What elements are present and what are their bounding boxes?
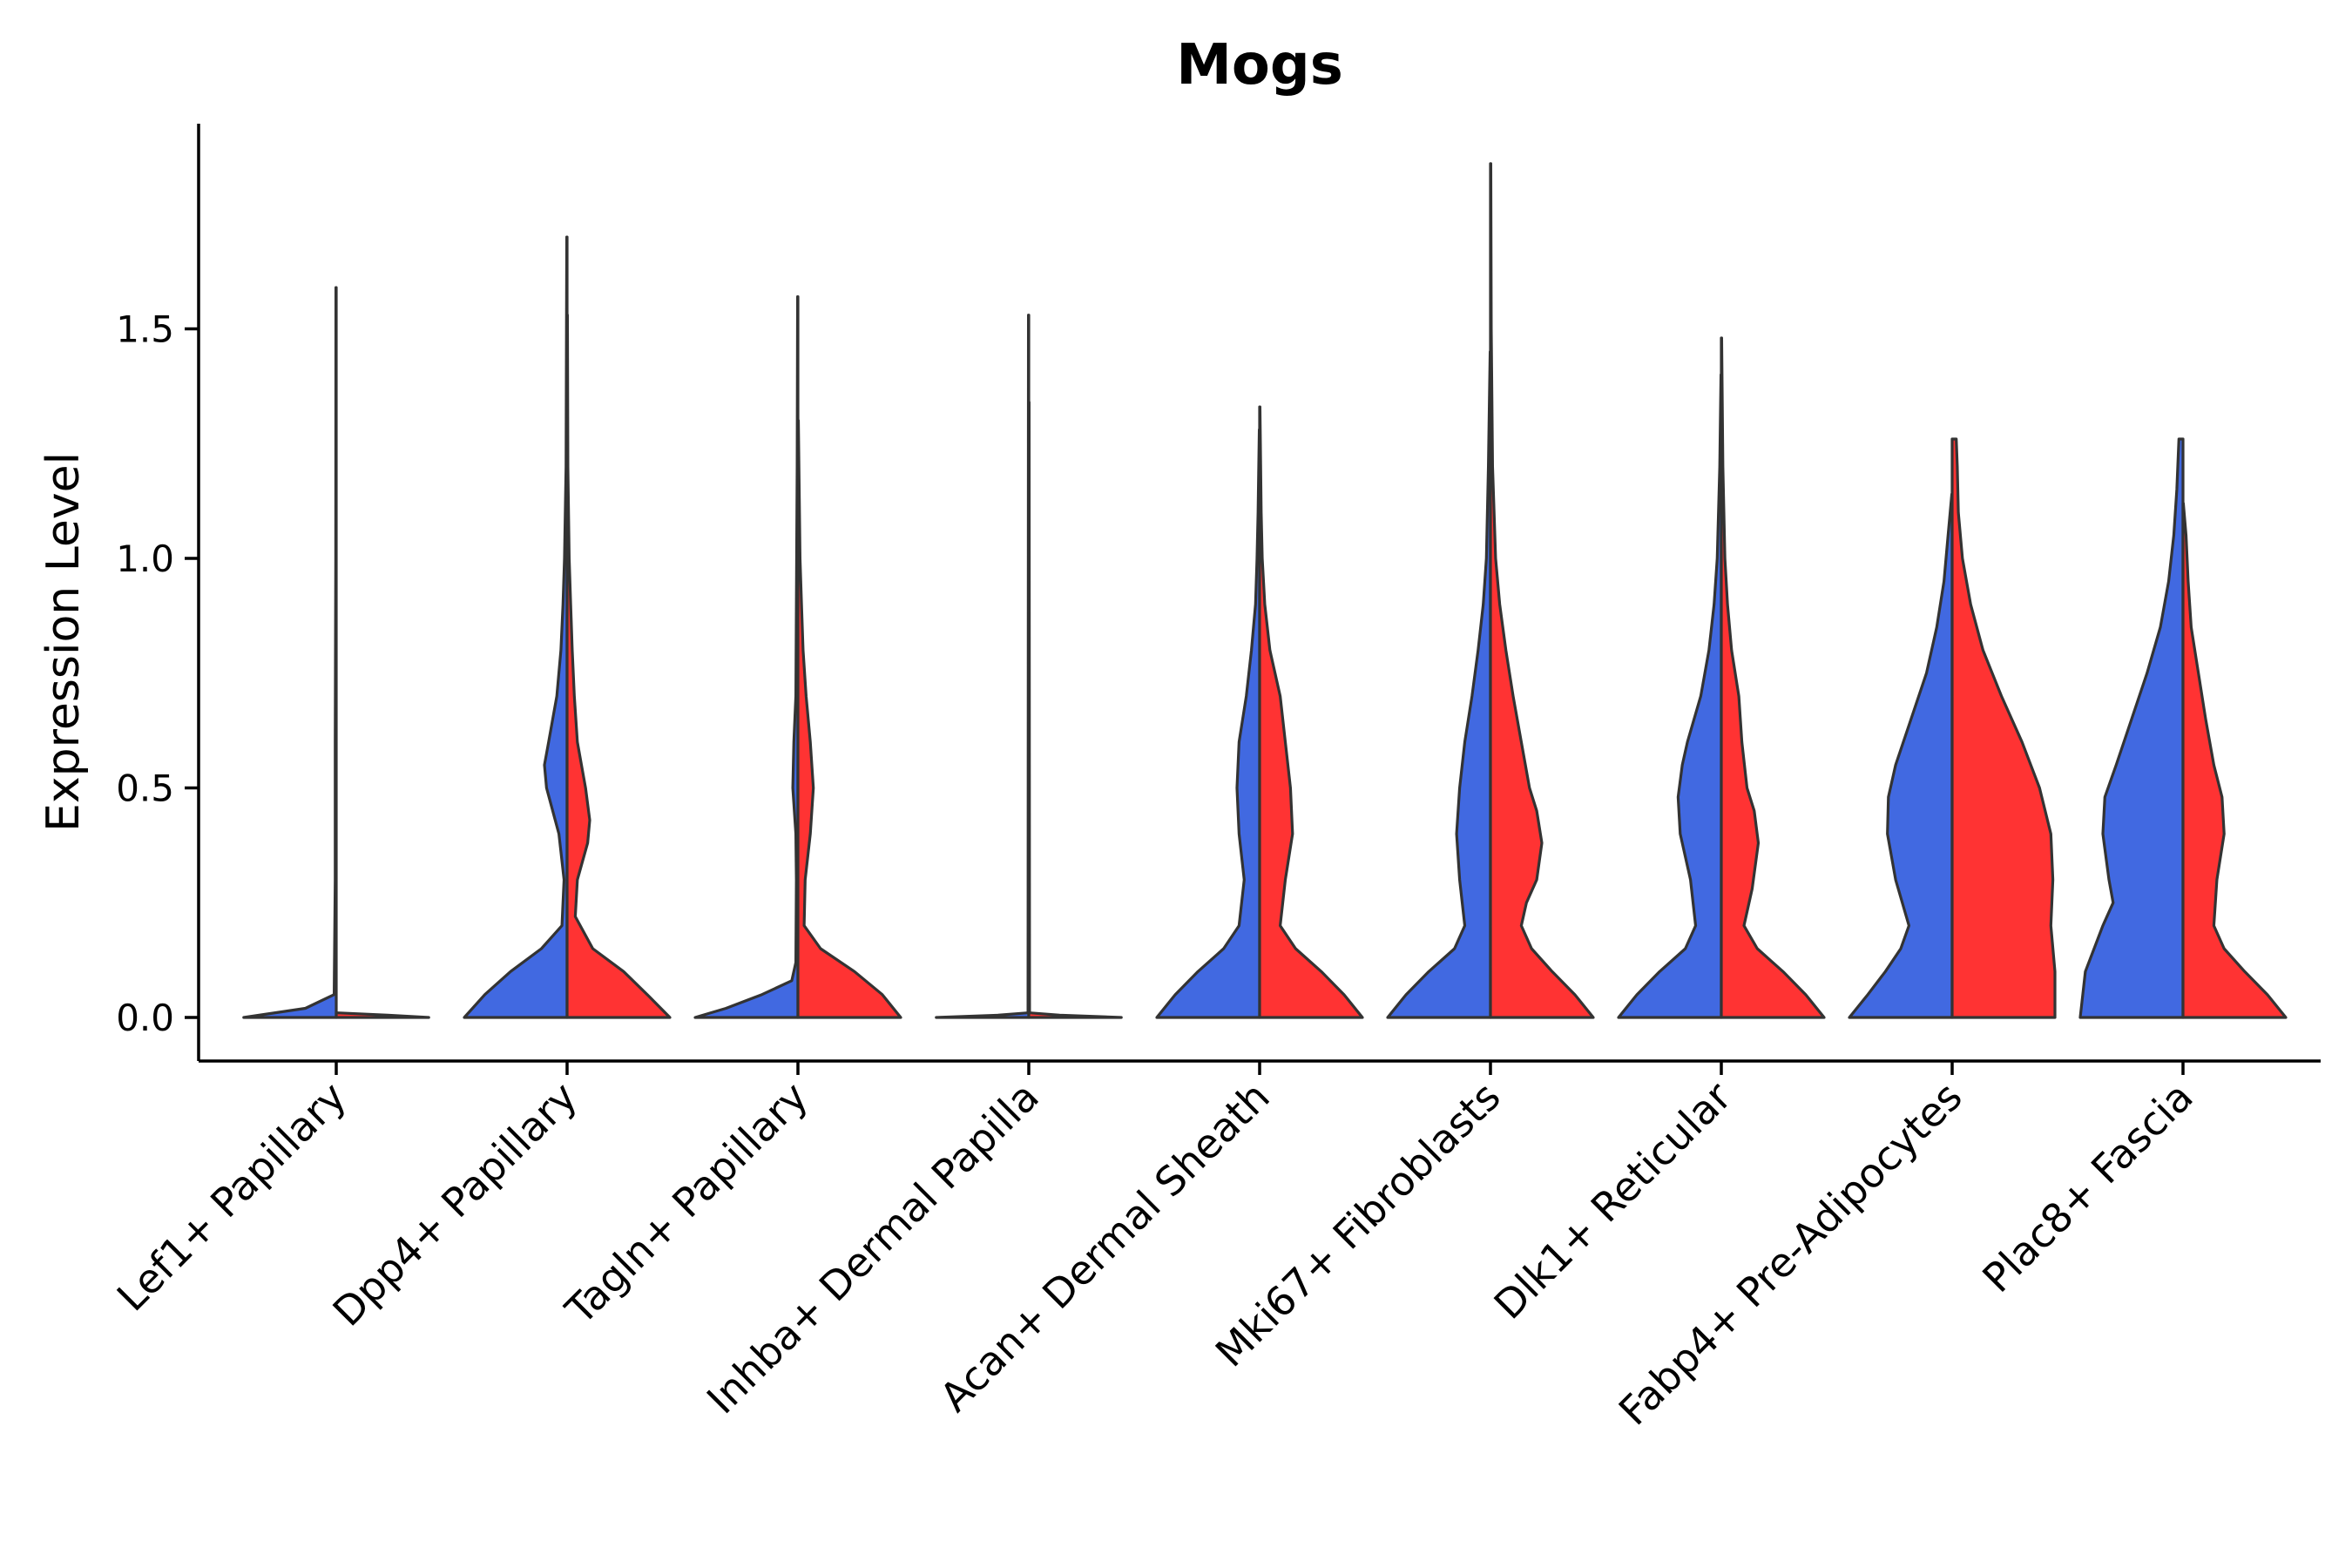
- y-axis-label: Expression Level: [37, 452, 90, 832]
- violin-acan-dermal-sheath-left: [1155, 428, 1261, 1019]
- chart-title: Mogs: [1176, 33, 1343, 98]
- y-tick-label: 0.0: [116, 997, 174, 1039]
- violin-dpp4-papillary-left: [463, 235, 569, 1019]
- violin-tagln-papillary-left: [693, 295, 800, 1019]
- violin-acan-dermal-sheath-right: [1258, 405, 1364, 1019]
- violin-dpp4-papillary-right: [565, 314, 672, 1019]
- violin-fabp4-pre-adipocytes-left: [1848, 492, 1954, 1019]
- x-tick-label-dpp4-papillary: Dpp4+ Papillary: [324, 1073, 586, 1335]
- x-tick-label-plac8-fascia: Plac8+ Fascia: [1973, 1073, 2201, 1301]
- violin-lef1-papillary-left: [242, 286, 338, 1019]
- violin-plac8-fascia-left: [2078, 437, 2185, 1019]
- violin-mki67-fibroblasts-left: [1386, 350, 1492, 1019]
- y-tick-label: 1.0: [116, 537, 174, 580]
- x-tick-label-lef1-papillary: Lef1+ Papillary: [108, 1073, 355, 1321]
- y-tick-label: 1.5: [116, 308, 174, 351]
- x-tick-label-dlk1-reticular: Dlk1+ Reticular: [1485, 1073, 1740, 1328]
- x-tick-label-tagln-papillary: Tagln+ Papillary: [556, 1073, 817, 1335]
- violin-tagln-papillary-right: [796, 419, 902, 1019]
- violin-fabp4-pre-adipocytes-right: [1950, 437, 2057, 1019]
- violin-dlk1-reticular-left: [1617, 373, 1723, 1019]
- violin-inhba-dermal-papilla-left: [935, 314, 1031, 1019]
- violin-dlk1-reticular-right: [1720, 336, 1826, 1019]
- y-tick-label: 0.5: [116, 767, 174, 810]
- violin-inhba-dermal-papilla-right: [1027, 401, 1123, 1019]
- violin-plac8-fascia-right: [2181, 502, 2288, 1019]
- violin-lef1-papillary-right: [335, 1011, 430, 1019]
- violin-mki67-fibroblasts-right: [1489, 162, 1595, 1019]
- violins-group: [242, 162, 2288, 1019]
- y-ticks-group: 0.0 0.5 1.0 1.5: [116, 308, 199, 1039]
